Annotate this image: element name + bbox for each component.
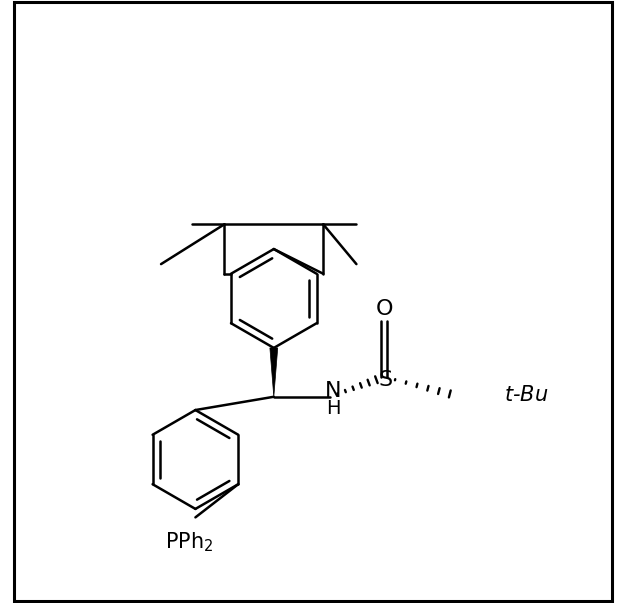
Text: S: S [378, 370, 393, 391]
Text: N: N [325, 380, 341, 401]
Text: PPh$_2$: PPh$_2$ [165, 531, 213, 555]
Text: $t$-Bu: $t$-Bu [504, 385, 548, 405]
Polygon shape [270, 348, 278, 397]
Text: H: H [326, 399, 340, 418]
Text: O: O [376, 298, 393, 319]
